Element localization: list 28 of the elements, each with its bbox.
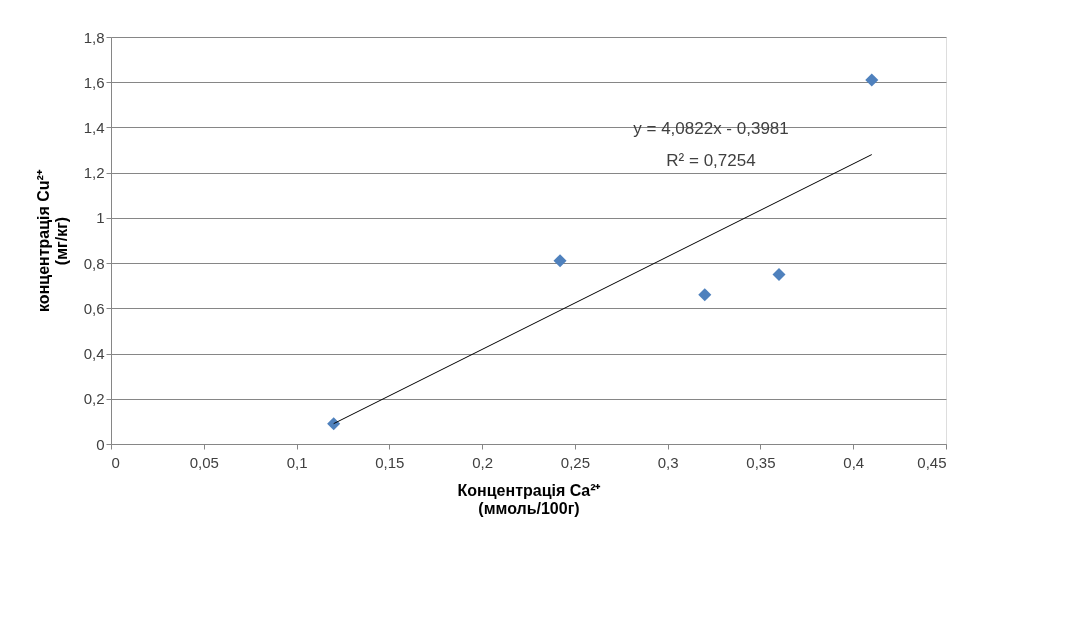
x-tick-label: 0,15: [375, 453, 405, 471]
x-tick-label: 0,35: [746, 453, 776, 471]
y-tick-label: 1,6: [83, 73, 105, 91]
point: [553, 254, 567, 268]
x-tick-label: 0,45: [917, 453, 947, 471]
x-axis-title: Концентрація Ca²⁺ (ммоль/100г): [457, 481, 602, 517]
y-tick-label: 1,2: [83, 164, 105, 182]
y-tick-label: 0,6: [83, 299, 105, 317]
x-tick-label: 0: [111, 453, 120, 471]
y-tick-label: 0,8: [83, 254, 105, 272]
x-tick-label: 0,05: [189, 453, 219, 471]
y-axis-title: концентрація Cu²⁺ (мг/кг): [34, 169, 70, 312]
point: [772, 267, 786, 281]
y-tick-label: 1,8: [83, 28, 105, 46]
point: [327, 417, 341, 431]
x-tick-label: 0,3: [657, 453, 679, 471]
annotation: R² = 0,7254: [666, 151, 756, 170]
x-tick-label: 0,2: [472, 453, 494, 471]
y-tick-label: 0,2: [83, 390, 105, 408]
y-tick-label: 0,4: [83, 345, 105, 363]
x-tick-label: 0,25: [560, 453, 590, 471]
y-tick-label: 0: [96, 435, 105, 453]
x-tick-label: 0,4: [843, 453, 865, 471]
point: [698, 288, 712, 302]
y-tick-label: 1,4: [83, 118, 105, 136]
point: [865, 73, 879, 87]
y-tick-label: 1: [96, 209, 105, 227]
x-tick-label: 0,1: [286, 453, 308, 471]
